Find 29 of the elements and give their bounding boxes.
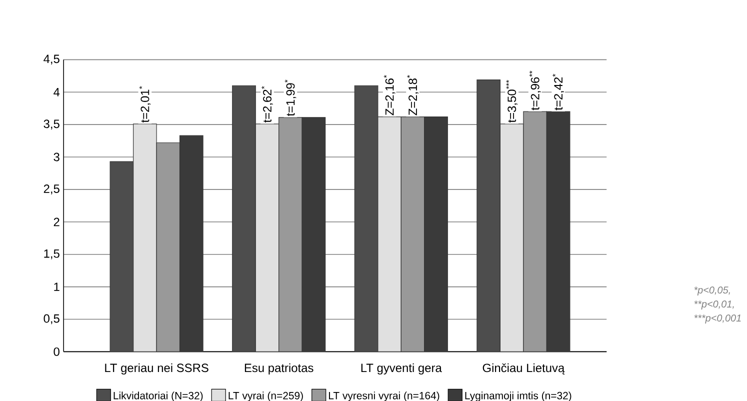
x-tick-label: LT gyventi gera xyxy=(361,363,442,374)
legend-label: Lyginamoji imtis (n=32) xyxy=(465,392,572,401)
y-tick-label: 1,5 xyxy=(44,249,60,260)
y-tick-label: 2 xyxy=(54,218,60,226)
annotation: t=3,50$^{***}$ xyxy=(506,80,518,123)
annotation: t=1,99$^{*}$ xyxy=(284,80,296,116)
y-tick-label: 3,5 xyxy=(44,120,60,130)
y-tick-label: 1 xyxy=(54,282,60,291)
text: **p<0,01, xyxy=(694,300,734,310)
text: *p<0,05, xyxy=(694,286,730,296)
annotation: t=2,01$^{*}$ xyxy=(139,86,151,123)
y-tick-label: 4 xyxy=(54,88,60,96)
y-tick-label: 2,5 xyxy=(44,184,60,194)
annotation: t=2,42$^{*}$ xyxy=(552,74,564,110)
text: ***p<0,001 xyxy=(694,314,741,324)
legend-label: LT vyrai (n=259) xyxy=(228,392,303,401)
x-tick-label: Ginčiau Lietuvą xyxy=(482,363,565,375)
y-tick-label: 4,5 xyxy=(44,54,60,65)
annotation: Z=2,16$^{*}$ xyxy=(384,75,396,116)
annotation: t=2,96$^{**}$ xyxy=(529,70,541,110)
annotation: Z=2,18$^{*}$ xyxy=(407,75,418,116)
legend-label: Likvidatoriai (N=32) xyxy=(114,392,203,401)
x-tick-label: LT geriau nei SSRS xyxy=(105,363,208,374)
x-tick-label: Esu patriotas xyxy=(244,363,314,374)
y-tick-label: 0,5 xyxy=(44,314,60,324)
annotation: t=2,62$^{*}$ xyxy=(262,86,273,123)
y-tick-label: 0 xyxy=(54,347,60,356)
legend-label: LT vyresni vyrai (n=164) xyxy=(328,392,440,401)
y-tick-label: 3 xyxy=(54,152,60,162)
